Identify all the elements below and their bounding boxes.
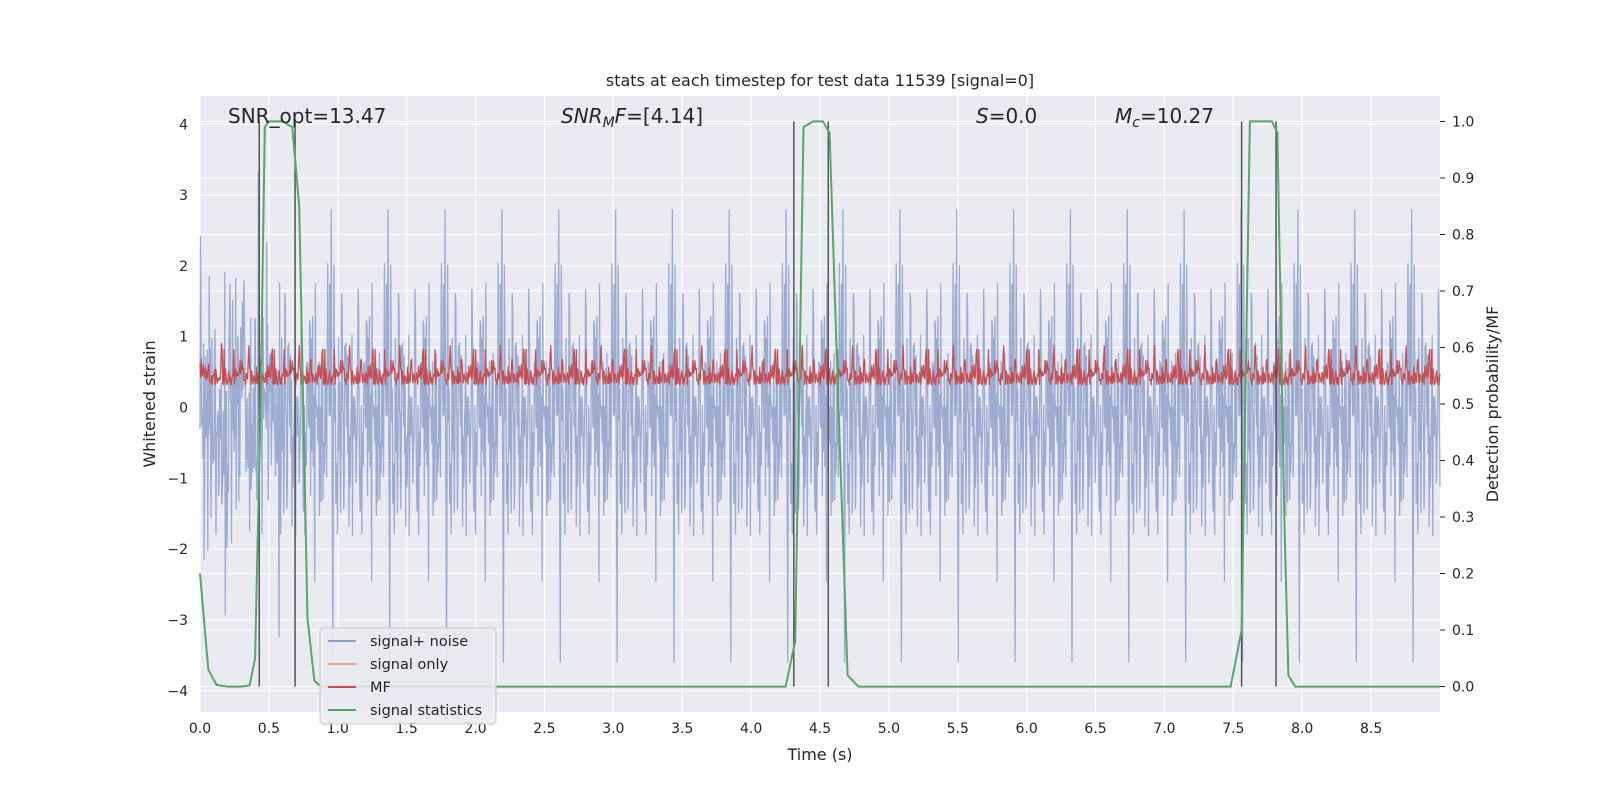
annotation-snr-opt: SNR_opt=13.47 xyxy=(228,104,386,128)
x-tick-label: 3.5 xyxy=(671,721,693,737)
chart-title: stats at each timestep for test data 115… xyxy=(606,71,1034,90)
annotation-mc: Mc=10.27 xyxy=(1115,104,1214,131)
y-right-axis-label: Detection probability/MF xyxy=(1483,306,1502,503)
y-tick-label: −4 xyxy=(167,684,188,700)
x-tick-label: 2.5 xyxy=(533,721,555,737)
y-tick-label: 0 xyxy=(179,401,188,417)
y-tick-label: 4 xyxy=(179,117,188,133)
signal-statistics-line xyxy=(199,120,1440,688)
x-tick-label: 8.5 xyxy=(1360,721,1382,737)
series-mf xyxy=(199,342,1441,387)
x-tick-label: 7.0 xyxy=(1153,721,1175,737)
y-tick-label: −1 xyxy=(167,471,188,487)
y-right-tick-label: 0.7 xyxy=(1452,284,1474,300)
annotation-snr-mf: SNRMF=[4.14] xyxy=(561,104,703,131)
s-symbol: S xyxy=(976,104,989,128)
legend: signal+ noise signal only MF signal stat… xyxy=(319,627,497,725)
snr-mf-value: =[4.14] xyxy=(626,104,703,128)
mf-line xyxy=(199,342,1441,387)
snr-mf-mid: F xyxy=(615,104,627,128)
s-value: =0.0 xyxy=(989,104,1038,128)
legend-label-signal-noise: signal+ noise xyxy=(370,634,468,650)
x-tick-label: 0.0 xyxy=(189,721,211,737)
y-right-axis-ticks: 1.0 0.9 0.8 0.7 0.6 0.5 0.4 0.3 0.2 0.1 0.0 xyxy=(1440,114,1474,696)
y-right-tick-label: 0.8 xyxy=(1452,227,1474,243)
x-tick-label: 2.0 xyxy=(464,721,486,737)
x-tick-label: 1.5 xyxy=(396,721,418,737)
y-right-tick-label: 0.6 xyxy=(1452,340,1474,356)
y-tick-label: 1 xyxy=(179,330,188,346)
y-right-tick-label: 0.5 xyxy=(1452,397,1474,413)
snr-mf-prefix: SNR xyxy=(561,104,603,128)
noise-line xyxy=(199,171,1441,663)
x-tick-label: 5.0 xyxy=(878,721,900,737)
x-tick-label: 3.0 xyxy=(602,721,624,737)
y-right-tick-label: 0.2 xyxy=(1452,567,1474,583)
x-tick-label: 7.5 xyxy=(1222,721,1244,737)
y-tick-label: −2 xyxy=(167,542,188,558)
y-right-tick-label: 1.0 xyxy=(1452,114,1474,130)
mc-sub: c xyxy=(1132,115,1140,131)
x-axis-label: Time (s) xyxy=(786,745,852,764)
y-right-tick-label: 0.4 xyxy=(1452,454,1474,470)
x-tick-label: 6.5 xyxy=(1084,721,1106,737)
annotation-s: S=0.0 xyxy=(976,104,1037,128)
legend-label-signal-only: signal only xyxy=(370,657,449,673)
series-signal-noise xyxy=(199,171,1441,663)
snr-mf-sub: M xyxy=(603,115,615,131)
y-tick-label: −3 xyxy=(167,613,188,629)
mc-symbol: M xyxy=(1115,104,1132,128)
y-axis-label: Whitened strain xyxy=(140,340,159,467)
x-tick-label: 5.5 xyxy=(947,721,969,737)
legend-label-mf: MF xyxy=(370,680,391,696)
x-tick-label: 4.5 xyxy=(809,721,831,737)
x-tick-label: 1.0 xyxy=(327,721,349,737)
y-right-tick-label: 0.3 xyxy=(1452,510,1474,526)
y-tick-label: 3 xyxy=(179,188,188,204)
y-axis-ticks: 4 3 2 1 0 −1 −2 −3 −4 xyxy=(167,117,188,699)
legend-box xyxy=(319,627,497,725)
y-tick-label: 2 xyxy=(179,259,188,275)
x-tick-label: 6.0 xyxy=(1016,721,1038,737)
x-tick-label: 0.5 xyxy=(258,721,280,737)
legend-label-signal-statistics: signal statistics xyxy=(370,703,482,719)
x-tick-label: 4.0 xyxy=(740,721,762,737)
y-right-tick-label: 0.0 xyxy=(1452,680,1474,696)
x-axis-ticks: 0.0 0.5 1.0 1.5 2.0 2.5 3.0 3.5 4.0 4.5 5.0 5.5 6.0 6… xyxy=(189,721,1382,737)
y-right-tick-label: 0.1 xyxy=(1452,623,1474,639)
series-signal-statistics xyxy=(199,120,1440,688)
mc-value: =10.27 xyxy=(1140,104,1214,128)
x-tick-label: 8.0 xyxy=(1291,721,1313,737)
y-right-tick-label: 0.9 xyxy=(1452,171,1474,187)
